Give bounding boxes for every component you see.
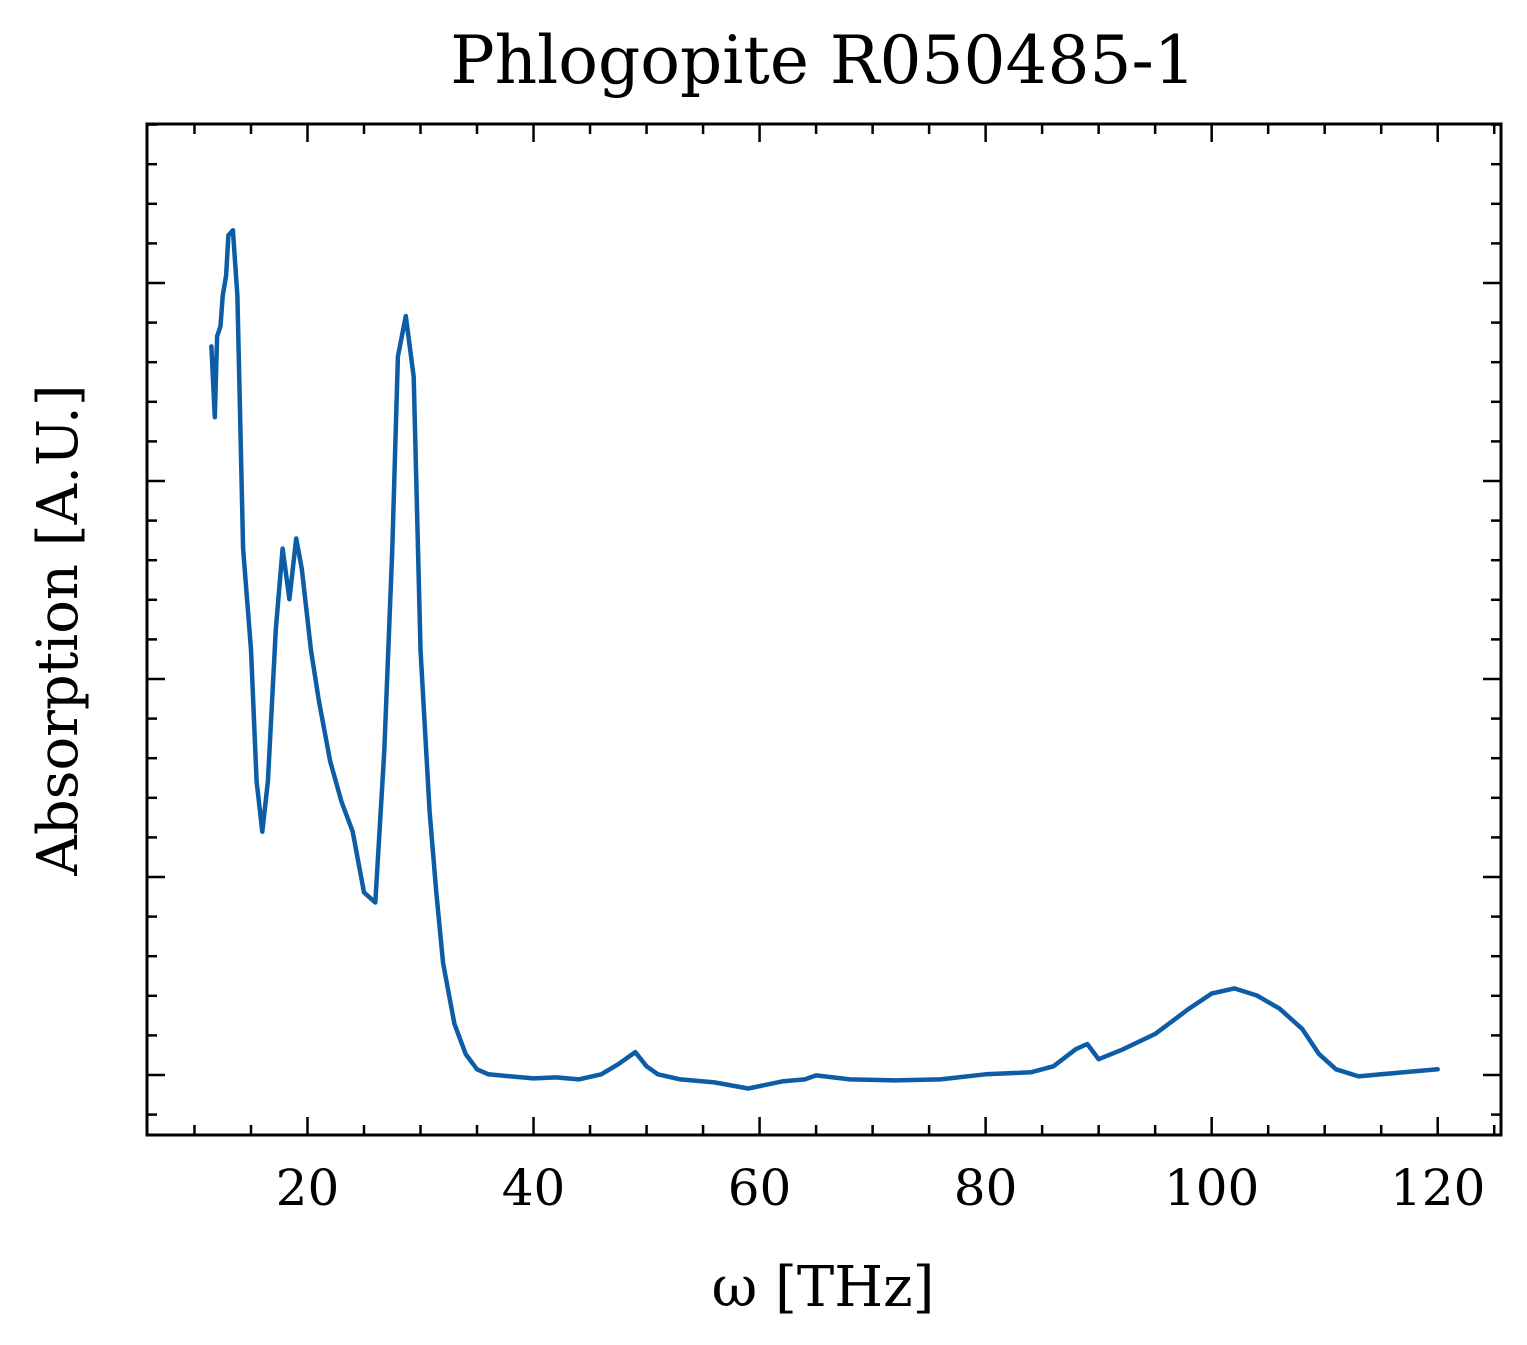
x-tick-label: 120: [1390, 1159, 1485, 1217]
x-tick-label: 80: [954, 1159, 1018, 1217]
series-layer: [209, 227, 1440, 1091]
x-axis-tick-labels: 20 40 60 80 100 120: [276, 1159, 1486, 1217]
x-tick-label: 60: [728, 1159, 792, 1217]
x-tick-label: 40: [502, 1159, 566, 1217]
x-axis-label: ω [THz]: [712, 1255, 935, 1320]
y-axis-ticks: [147, 123, 1501, 1116]
plot-frame: [145, 122, 1503, 1137]
x-axis-ticks: [193, 124, 1496, 1135]
series-line: [209, 227, 1440, 1091]
x-tick-label: 20: [276, 1159, 340, 1217]
y-axis-label: Absorption [A.U.]: [26, 384, 91, 876]
chart-title: Phlogopite R050485-1: [450, 22, 1196, 99]
x-tick-label: 100: [1164, 1159, 1259, 1217]
